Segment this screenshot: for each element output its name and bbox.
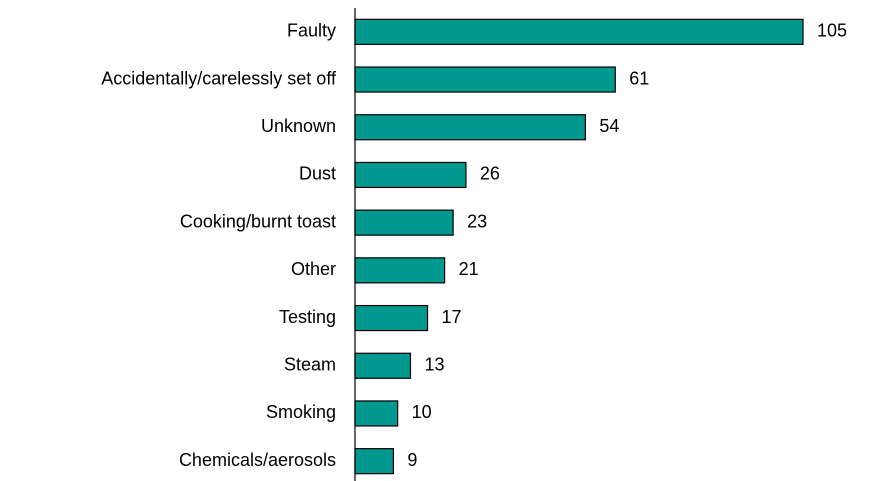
y-tick-label: Cooking/burnt toast [180,211,336,231]
bar [354,114,586,141]
bar [354,400,399,427]
bar [354,66,616,93]
data-label: 17 [442,307,462,327]
data-label: 10 [412,402,432,422]
data-label: 13 [424,355,444,375]
data-label: 9 [407,450,417,470]
y-tick-label: Unknown [261,116,336,136]
data-label: 23 [467,211,487,231]
bar [354,448,395,475]
y-tick-label: Dust [299,164,336,184]
y-tick-label: Chemicals/aerosols [179,450,336,470]
data-label: 105 [817,21,847,41]
bar [354,304,429,332]
data-label: 54 [599,116,619,136]
y-tick-label: Smoking [266,402,336,422]
bar [354,209,454,236]
y-tick-label: Testing [279,307,336,327]
data-label: 26 [480,164,500,184]
y-tick-label: Accidentally/carelessly set off [101,68,337,88]
data-label: 21 [459,259,479,279]
bar [354,18,804,45]
bar [354,161,467,189]
bar [354,257,446,284]
bar [354,352,412,379]
data-label: 61 [629,68,649,88]
y-tick-label: Steam [284,355,336,375]
y-tick-label: Faulty [287,21,336,41]
y-tick-label: Other [291,259,336,279]
